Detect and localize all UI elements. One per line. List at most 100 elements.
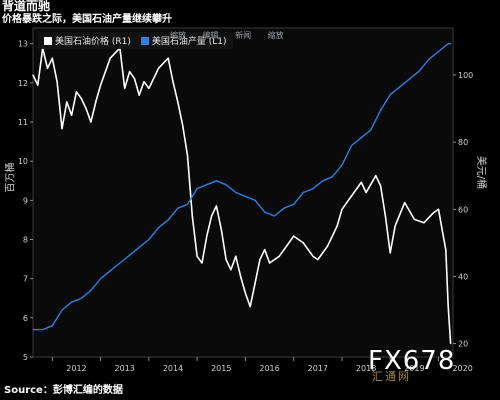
output-point: [264, 211, 266, 213]
output-point: [341, 164, 343, 166]
x-tick-label: 2013: [115, 364, 135, 373]
output-point: [206, 184, 208, 186]
price-point: [365, 191, 367, 194]
price-point: [138, 94, 140, 96]
price-point: [293, 235, 295, 237]
price-point: [71, 114, 73, 116]
output-point: [437, 50, 440, 53]
price-point: [143, 81, 145, 83]
output-point: [51, 325, 53, 327]
price-point: [133, 77, 135, 79]
price-point: [389, 252, 391, 254]
legend: 美国石油价格 (R1) 美国石油产量 (L1): [38, 32, 233, 49]
output-point: [167, 219, 169, 221]
price-point: [211, 215, 213, 217]
price-point: [230, 269, 232, 271]
price-point: [249, 306, 251, 308]
output-point: [32, 329, 34, 331]
price-point: [32, 74, 34, 76]
y-left-tick-label: 7: [23, 275, 28, 284]
y-right-tick-label: 60: [458, 205, 468, 214]
price-point: [85, 108, 87, 110]
price-point: [182, 124, 184, 126]
price-point: [66, 101, 68, 103]
legend-item-price[interactable]: 美国石油价格 (R1): [44, 34, 131, 47]
price-point: [380, 185, 382, 187]
price-point: [445, 249, 447, 251]
price-point: [278, 255, 280, 257]
output-point: [254, 199, 256, 201]
price-point: [167, 57, 169, 59]
toolbar-zoom-button[interactable]: 缩放: [170, 31, 186, 40]
price-point: [447, 306, 449, 308]
output-point: [196, 188, 198, 190]
output-point: [283, 207, 285, 209]
price-point: [220, 228, 222, 230]
y-left-tick-label: 10: [18, 157, 28, 166]
y-left-tick-label: 8: [23, 236, 28, 245]
y-axis-right-label: 美元/桶: [475, 155, 487, 190]
price-point: [336, 225, 338, 227]
price-point: [341, 208, 343, 210]
output-point: [42, 329, 44, 331]
price-point: [215, 205, 217, 207]
price-point: [148, 87, 150, 89]
chart-toolbar: 缩放 编辑 新闻 缩放: [170, 30, 298, 41]
price-point: [109, 57, 111, 59]
price-point: [80, 97, 82, 100]
output-point: [447, 43, 449, 45]
output-point: [389, 94, 391, 96]
output-point: [177, 207, 179, 209]
price-point: [360, 181, 362, 183]
output-point: [61, 309, 63, 311]
price-point: [37, 84, 39, 86]
output-point: [450, 43, 452, 45]
y-right-tick-label: 40: [458, 272, 468, 281]
price-point: [288, 242, 290, 244]
price-point: [394, 225, 396, 227]
price-point: [157, 67, 160, 69]
price-point: [413, 218, 415, 220]
output-point: [360, 137, 362, 139]
output-point: [157, 227, 160, 229]
output-point: [293, 203, 295, 205]
x-tick-label: 2018: [356, 364, 376, 373]
price-point: [191, 215, 193, 217]
output-point: [312, 188, 314, 190]
output-point: [399, 86, 401, 88]
toolbar-edit-button[interactable]: 编辑: [202, 31, 219, 40]
price-point: [95, 101, 97, 103]
plot-frame: [32, 27, 454, 358]
price-point: [206, 235, 208, 237]
price-point: [124, 87, 126, 89]
price-point: [172, 81, 174, 83]
output-point: [80, 297, 82, 299]
output-point: [129, 254, 131, 256]
x-tick-label: 2015: [211, 364, 231, 373]
output-point: [244, 195, 246, 197]
price-point: [177, 101, 179, 103]
output-point: [370, 129, 372, 131]
x-tick-label: 2014: [163, 364, 183, 373]
output-point: [109, 270, 111, 272]
output-point: [302, 191, 304, 194]
price-point: [264, 249, 266, 251]
toolbar-news-button[interactable]: 新闻: [235, 31, 252, 40]
output-point: [71, 301, 73, 303]
legend-item-output[interactable]: 美国石油产量 (L1): [140, 34, 227, 47]
price-point: [46, 67, 49, 69]
y-right-tick-label: 100: [458, 71, 473, 80]
x-tick-label: 2017: [308, 364, 328, 373]
y-axis-left-label: 百万桶: [5, 162, 17, 193]
price-series-line: [32, 47, 452, 344]
toolbar-zoom-button-2[interactable]: 缩放: [267, 31, 284, 40]
output-point: [186, 203, 189, 205]
price-point: [51, 57, 53, 59]
x-tick-label: 2016: [259, 364, 279, 373]
price-point: [240, 275, 242, 277]
price-point: [201, 262, 203, 264]
price-point: [75, 91, 77, 93]
price-point: [437, 208, 440, 210]
price-point: [235, 255, 237, 257]
